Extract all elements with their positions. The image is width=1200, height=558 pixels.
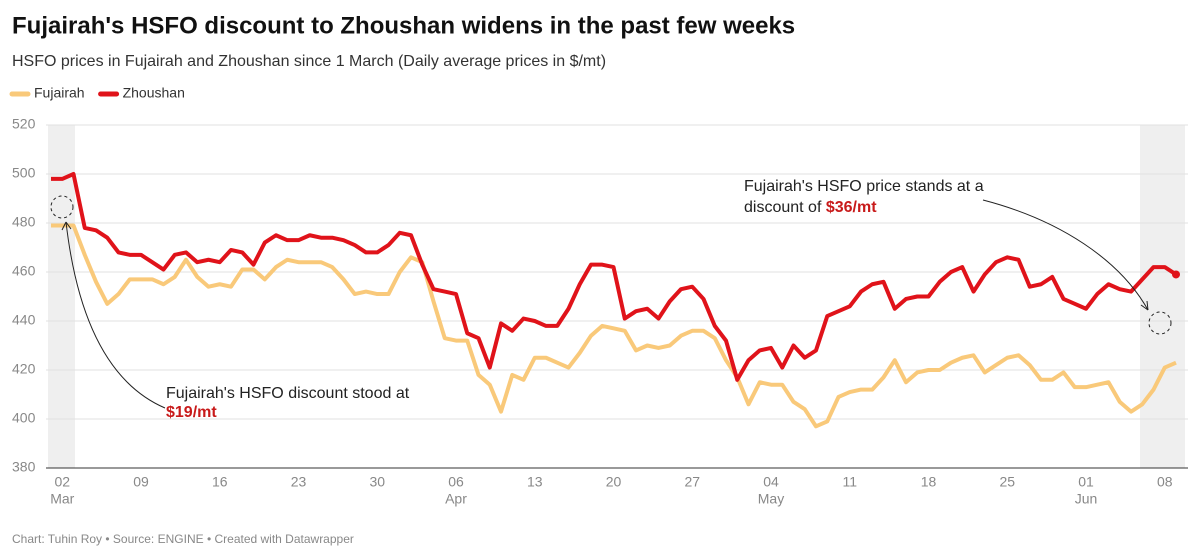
y-tick-label: 400 [12,410,36,426]
x-tick-month: May [758,491,784,507]
x-tick-label: 23 [291,474,307,490]
x-tick-month: Apr [445,491,467,507]
x-tick-month: Jun [1075,491,1098,507]
arrow [65,221,166,409]
y-tick-label: 380 [12,459,36,475]
y-tick-label: 480 [12,214,36,230]
shade-start [48,125,75,468]
y-tick-label: 500 [12,165,36,181]
annotation-highlight: $36/mt [826,199,877,216]
y-tick-label: 440 [12,312,36,328]
x-tick-label: 11 [842,474,857,490]
y-tick-label: 420 [12,361,36,377]
x-tick-label: 18 [921,474,937,490]
series-line [51,172,1178,382]
arrow-head [61,221,72,231]
footer: Chart: Tuhin Roy • Source: ENGINE • Crea… [12,532,354,546]
x-tick-label: 01 [1078,474,1094,490]
shade-end [1140,125,1185,468]
annotation-text: discount of [744,199,822,216]
x-tick-label: 20 [606,474,622,490]
legend: Fujairah Zhoushan [9,85,185,101]
x-tick-label: 30 [369,474,385,490]
x-tick-month: Mar [50,491,74,507]
lines [51,172,1180,429]
x-tick-label: 02 [54,474,70,490]
x-tick-label: 16 [212,474,228,490]
x-tick-label: 25 [999,474,1015,490]
marker-circle [50,195,74,219]
arrow-head [1140,300,1149,311]
x-tick-label: 04 [763,474,779,490]
chart-subtitle: HSFO prices in Fujairah and Zhoushan sin… [12,53,606,70]
x-tick-label: 27 [684,474,700,490]
annotation-highlight: $19/mt [166,404,217,421]
series-line [51,223,1177,429]
x-tick-label: 06 [448,474,464,490]
annotation: Fujairah's HSFO price stands at a [744,178,984,195]
y-tick-label: 520 [12,116,36,132]
y-tick-label: 460 [12,263,36,279]
legend-label: Zhoushan [123,85,185,101]
legend-label: Fujairah [34,85,85,101]
annotation: Fujairah's HSFO discount stood at [166,385,410,402]
end-dot [1172,270,1180,279]
chart-title: Fujairah's HSFO discount to Zhoushan wid… [12,12,795,39]
annotation: discount of $36/mt [744,199,877,216]
x-tick-label: 08 [1157,474,1173,490]
arrow [982,199,1149,311]
x-tick-label: 13 [527,474,543,490]
marker-circle [1148,311,1172,335]
x-tick-label: 09 [133,474,149,490]
